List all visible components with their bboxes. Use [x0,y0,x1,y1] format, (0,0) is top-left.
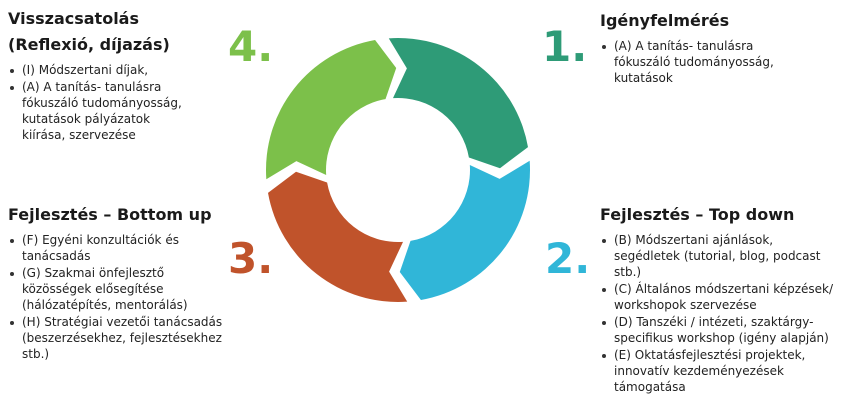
bullet-line: tanácsadás [22,249,91,263]
bullet-list: (A) A tanítás- tanulásra fókuszáló tudomá… [600,38,774,86]
bullet-line: (H) Stratégiai vezetői tanácsadás [22,315,223,329]
bullet-line: stb.) [22,347,50,361]
bullet-line: közösségek elősegítése [22,282,164,296]
bullet-line: (G) Szakmai önfejlesztő [22,266,165,280]
bullet-line: stb.) [614,265,642,279]
bullet-line: segédletek (tutorial, blog, podcast [614,249,821,263]
bullet-item: (D) Tanszéki / intézeti, szaktárgy-speci… [600,314,833,346]
bullet-list: (I) Módszertani díjak, (A) A tanítás- tan… [8,62,182,143]
text-block: Visszacsatolás (Reflexió, díjazás) (I) Mód… [8,6,182,143]
section-title: Visszacsatolás [8,9,139,28]
text-block: Fejlesztés – Top down (B) Módszertani ajá… [600,202,833,395]
bullet-item: (A) A tanítás- tanulásra fókuszáló tudomá… [8,79,182,143]
bullet-line: workshopok szervezése [614,298,757,312]
step-number: 4. [228,22,274,71]
section-title: Fejlesztés – Top down [600,205,795,224]
bullet-line: támogatása [614,380,686,394]
bullet-line: fókuszáló tudományosság, [22,96,182,110]
section-title: Igényfelmérés [600,11,730,30]
bullet-line: specifikus workshop (igény alapján) [614,331,829,345]
bullet-item: (A) A tanítás- tanulásra fókuszáló tudomá… [600,38,774,86]
section-title: (Reflexió, díjazás) [8,35,170,54]
bullet-line: (hálózatépítés, mentorálás) [22,298,188,312]
text-block: Igényfelmérés (A) A tanítás- tanulásra fók… [600,8,774,86]
bullet-line: (A) A tanítás- tanulásra [614,39,754,53]
bullet-item: (B) Módszertani ajánlások, segédletek (tu… [600,232,833,280]
bullet-line: (I) Módszertani díjak, [22,63,149,77]
bullet-item: (H) Stratégiai vezetői tanácsadás (beszer… [8,314,222,362]
bullet-line: (beszerzésekhez, fejlesztésekhez [22,331,222,345]
cycle-segment [399,160,531,300]
bullet-line: (A) A tanítás- tanulásra [22,80,162,94]
step-number: 3. [228,234,274,283]
step-number: 2. [545,234,591,283]
bullet-line: (E) Oktatásfejlesztési projektek, [614,348,806,362]
section-title: Fejlesztés – Bottom up [8,205,212,224]
bullet-line: fókuszáló tudományosság, [614,55,774,69]
bullet-item: (E) Oktatásfejlesztési projektek, innovat… [600,347,833,395]
bullet-item: (G) Szakmai önfejlesztő közösségek előseg… [8,265,222,313]
cycle-segment [388,38,528,169]
bullet-line: kutatások [614,71,673,85]
bullet-line: (C) Általános módszertani képzések/ [614,282,834,296]
bullet-line: kiírása, szervezése [22,128,136,142]
bullet-line: innovatív kezdeményezések [614,364,784,378]
cycle-segment [268,171,408,302]
bullet-item: (I) Módszertani díjak, [8,62,182,78]
bullet-line: kutatások pályázatok [22,112,151,126]
step-number: 1. [542,22,588,71]
bullet-line: (B) Módszertani ajánlások, [614,233,774,247]
text-block: Fejlesztés – Bottom up (F) Egyéni konzult… [8,202,222,362]
bullet-item: (C) Általános módszertani képzések/works… [600,281,833,313]
cycle-segment [265,40,397,180]
bullet-line: (F) Egyéni konzultációk és [22,233,179,247]
bullet-list: (F) Egyéni konzultációk és tanácsadás (G) … [8,232,222,362]
bullet-item: (F) Egyéni konzultációk és tanácsadás [8,232,222,264]
bullet-line: (D) Tanszéki / intézeti, szaktárgy- [614,315,814,329]
bullet-list: (B) Módszertani ajánlások, segédletek (tu… [600,232,833,395]
